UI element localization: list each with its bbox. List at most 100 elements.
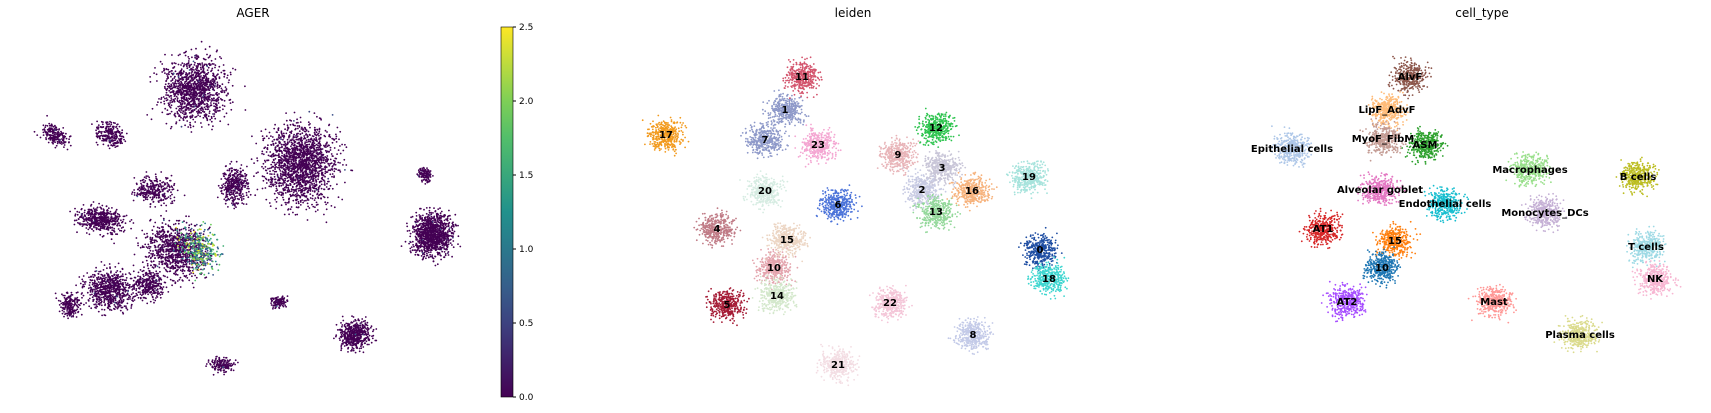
cell-point bbox=[219, 120, 221, 122]
cell-point bbox=[200, 96, 202, 98]
cell-point bbox=[69, 296, 71, 298]
cell-point bbox=[188, 72, 190, 74]
cell-point bbox=[214, 100, 216, 102]
cell-point bbox=[177, 106, 179, 108]
cell-point bbox=[149, 206, 151, 208]
cell-point bbox=[161, 293, 163, 295]
cell-point bbox=[113, 291, 115, 293]
cell-point bbox=[104, 275, 106, 277]
cell-point bbox=[166, 97, 168, 99]
cell-point bbox=[115, 272, 117, 274]
cell-point bbox=[103, 293, 105, 295]
cell-point bbox=[155, 289, 157, 291]
cell-point bbox=[168, 113, 170, 115]
cell-point bbox=[139, 291, 141, 293]
cell-point bbox=[200, 122, 202, 124]
cell-point bbox=[176, 73, 178, 75]
cell-point bbox=[194, 57, 196, 59]
cell-point bbox=[200, 269, 202, 271]
cell-point bbox=[94, 213, 96, 215]
cell-point bbox=[149, 76, 151, 78]
cell-point bbox=[144, 279, 146, 281]
cell-point bbox=[211, 83, 213, 85]
cell-point bbox=[244, 186, 246, 188]
cell-point bbox=[195, 77, 197, 79]
cell-point bbox=[51, 123, 53, 125]
cell-point bbox=[171, 235, 173, 237]
cell-point bbox=[108, 303, 110, 305]
cell-point bbox=[170, 195, 172, 197]
cell-point bbox=[166, 286, 168, 288]
cell-point bbox=[74, 215, 76, 217]
cell-point bbox=[156, 80, 158, 82]
cell-point bbox=[159, 271, 161, 273]
cell-point bbox=[101, 315, 103, 317]
cell-point bbox=[98, 214, 100, 216]
cell-point bbox=[172, 240, 174, 242]
cell-point bbox=[125, 282, 127, 284]
cell-point bbox=[116, 270, 118, 272]
cell-point bbox=[162, 222, 164, 224]
cell-point bbox=[63, 316, 65, 318]
cell-point bbox=[180, 75, 182, 77]
cell-point bbox=[163, 96, 165, 98]
cell-point bbox=[81, 208, 83, 210]
cell-point bbox=[218, 66, 220, 68]
cell-point bbox=[155, 279, 157, 281]
cell-point bbox=[203, 58, 205, 60]
cell-point bbox=[177, 190, 179, 192]
cell-point bbox=[185, 117, 187, 119]
cell-point bbox=[112, 145, 114, 147]
cell-point bbox=[181, 271, 183, 273]
cell-point bbox=[221, 185, 223, 187]
cell-point bbox=[194, 81, 196, 83]
cell-point bbox=[77, 291, 79, 293]
cell-point bbox=[74, 224, 76, 226]
cell-point bbox=[100, 299, 102, 301]
cell-point bbox=[179, 279, 181, 281]
cell-point bbox=[150, 301, 152, 303]
cell-point bbox=[188, 227, 190, 229]
cell-point bbox=[190, 86, 192, 88]
cell-point bbox=[105, 282, 107, 284]
cell-point bbox=[150, 81, 152, 83]
cell-point bbox=[137, 242, 139, 244]
cell-point bbox=[121, 300, 123, 302]
cell-point bbox=[220, 58, 222, 60]
cell-point bbox=[142, 300, 144, 302]
cell-point bbox=[101, 212, 103, 214]
cell-point bbox=[153, 302, 155, 304]
cell-point bbox=[99, 206, 101, 208]
cell-point bbox=[54, 136, 56, 138]
cell-point bbox=[158, 257, 160, 259]
cell-point bbox=[122, 313, 124, 315]
cell-point bbox=[117, 130, 119, 132]
cell-point bbox=[144, 176, 146, 178]
cell-point bbox=[182, 89, 184, 91]
cell-point bbox=[49, 125, 51, 127]
cell-point bbox=[114, 266, 116, 268]
cell-point bbox=[167, 243, 169, 245]
cell-point bbox=[192, 119, 194, 121]
cell-point bbox=[119, 225, 121, 227]
cell-point bbox=[183, 63, 185, 65]
cell-point bbox=[120, 289, 122, 291]
cell-point bbox=[147, 175, 149, 177]
cell-point bbox=[175, 86, 177, 88]
cell-point bbox=[218, 93, 220, 95]
cell-point bbox=[159, 189, 161, 191]
cell-point bbox=[172, 257, 174, 259]
cell-point bbox=[152, 281, 154, 283]
cell-point bbox=[137, 192, 139, 194]
cell-point bbox=[147, 191, 149, 193]
cell-point bbox=[122, 273, 124, 275]
cell-point bbox=[201, 62, 203, 64]
cell-point bbox=[231, 167, 233, 169]
cell-point bbox=[210, 105, 212, 107]
cell-point bbox=[157, 266, 159, 268]
cell-point bbox=[169, 85, 171, 87]
cell-point bbox=[226, 77, 228, 79]
cell-point bbox=[161, 112, 163, 114]
cell-point bbox=[183, 111, 185, 113]
cell-point bbox=[195, 48, 197, 50]
